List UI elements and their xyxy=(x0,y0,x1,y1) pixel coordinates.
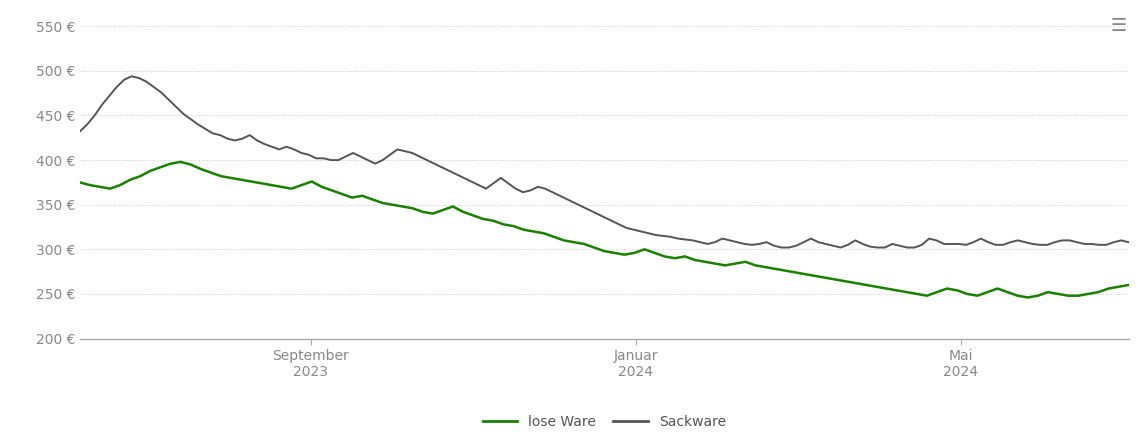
Text: ☰: ☰ xyxy=(1110,17,1126,35)
Legend: lose Ware, Sackware: lose Ware, Sackware xyxy=(477,409,732,434)
